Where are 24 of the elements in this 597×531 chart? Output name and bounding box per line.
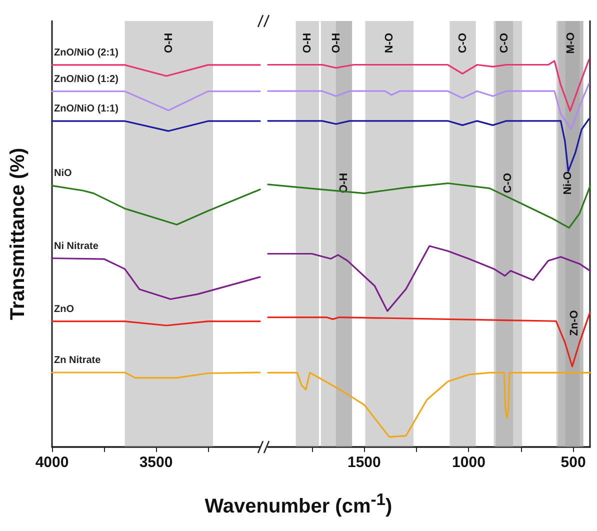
band-label: C-O <box>502 172 514 194</box>
band-label: Ni-O <box>562 170 574 195</box>
x-tick-label: 1000 <box>452 454 486 471</box>
x-axis-title: Wavenumber (cm$^{-1}$) <box>204 490 394 519</box>
band-label: C-O <box>498 32 510 54</box>
series-label: ZnO/NiO (1:2) <box>54 74 118 85</box>
band-label: N-O <box>383 32 396 54</box>
x-tick-label: 4000 <box>35 454 69 471</box>
series-label: Ni Nitrate <box>54 240 99 252</box>
band-label: M-O <box>564 32 577 54</box>
x-tick-label: 500 <box>560 454 586 471</box>
y-axis-title: Transmittance (%) <box>7 148 29 320</box>
band-label: Zn-O <box>568 310 580 336</box>
band-label: O-H <box>330 32 342 54</box>
series-label: NiO <box>54 168 72 180</box>
band-label: O-H <box>162 32 175 54</box>
band-label: C-O <box>456 32 469 54</box>
series-label: Zn Nitrate <box>54 355 102 366</box>
series-label: ZnO <box>54 304 74 315</box>
x-tick-label: 3500 <box>139 454 173 471</box>
band-label: O-H <box>301 32 314 54</box>
series-label: ZnO/NiO (1:1) <box>54 104 118 115</box>
x-tick-label: 1500 <box>347 454 381 471</box>
series-label: ZnO/NiO (2:1) <box>54 47 118 58</box>
